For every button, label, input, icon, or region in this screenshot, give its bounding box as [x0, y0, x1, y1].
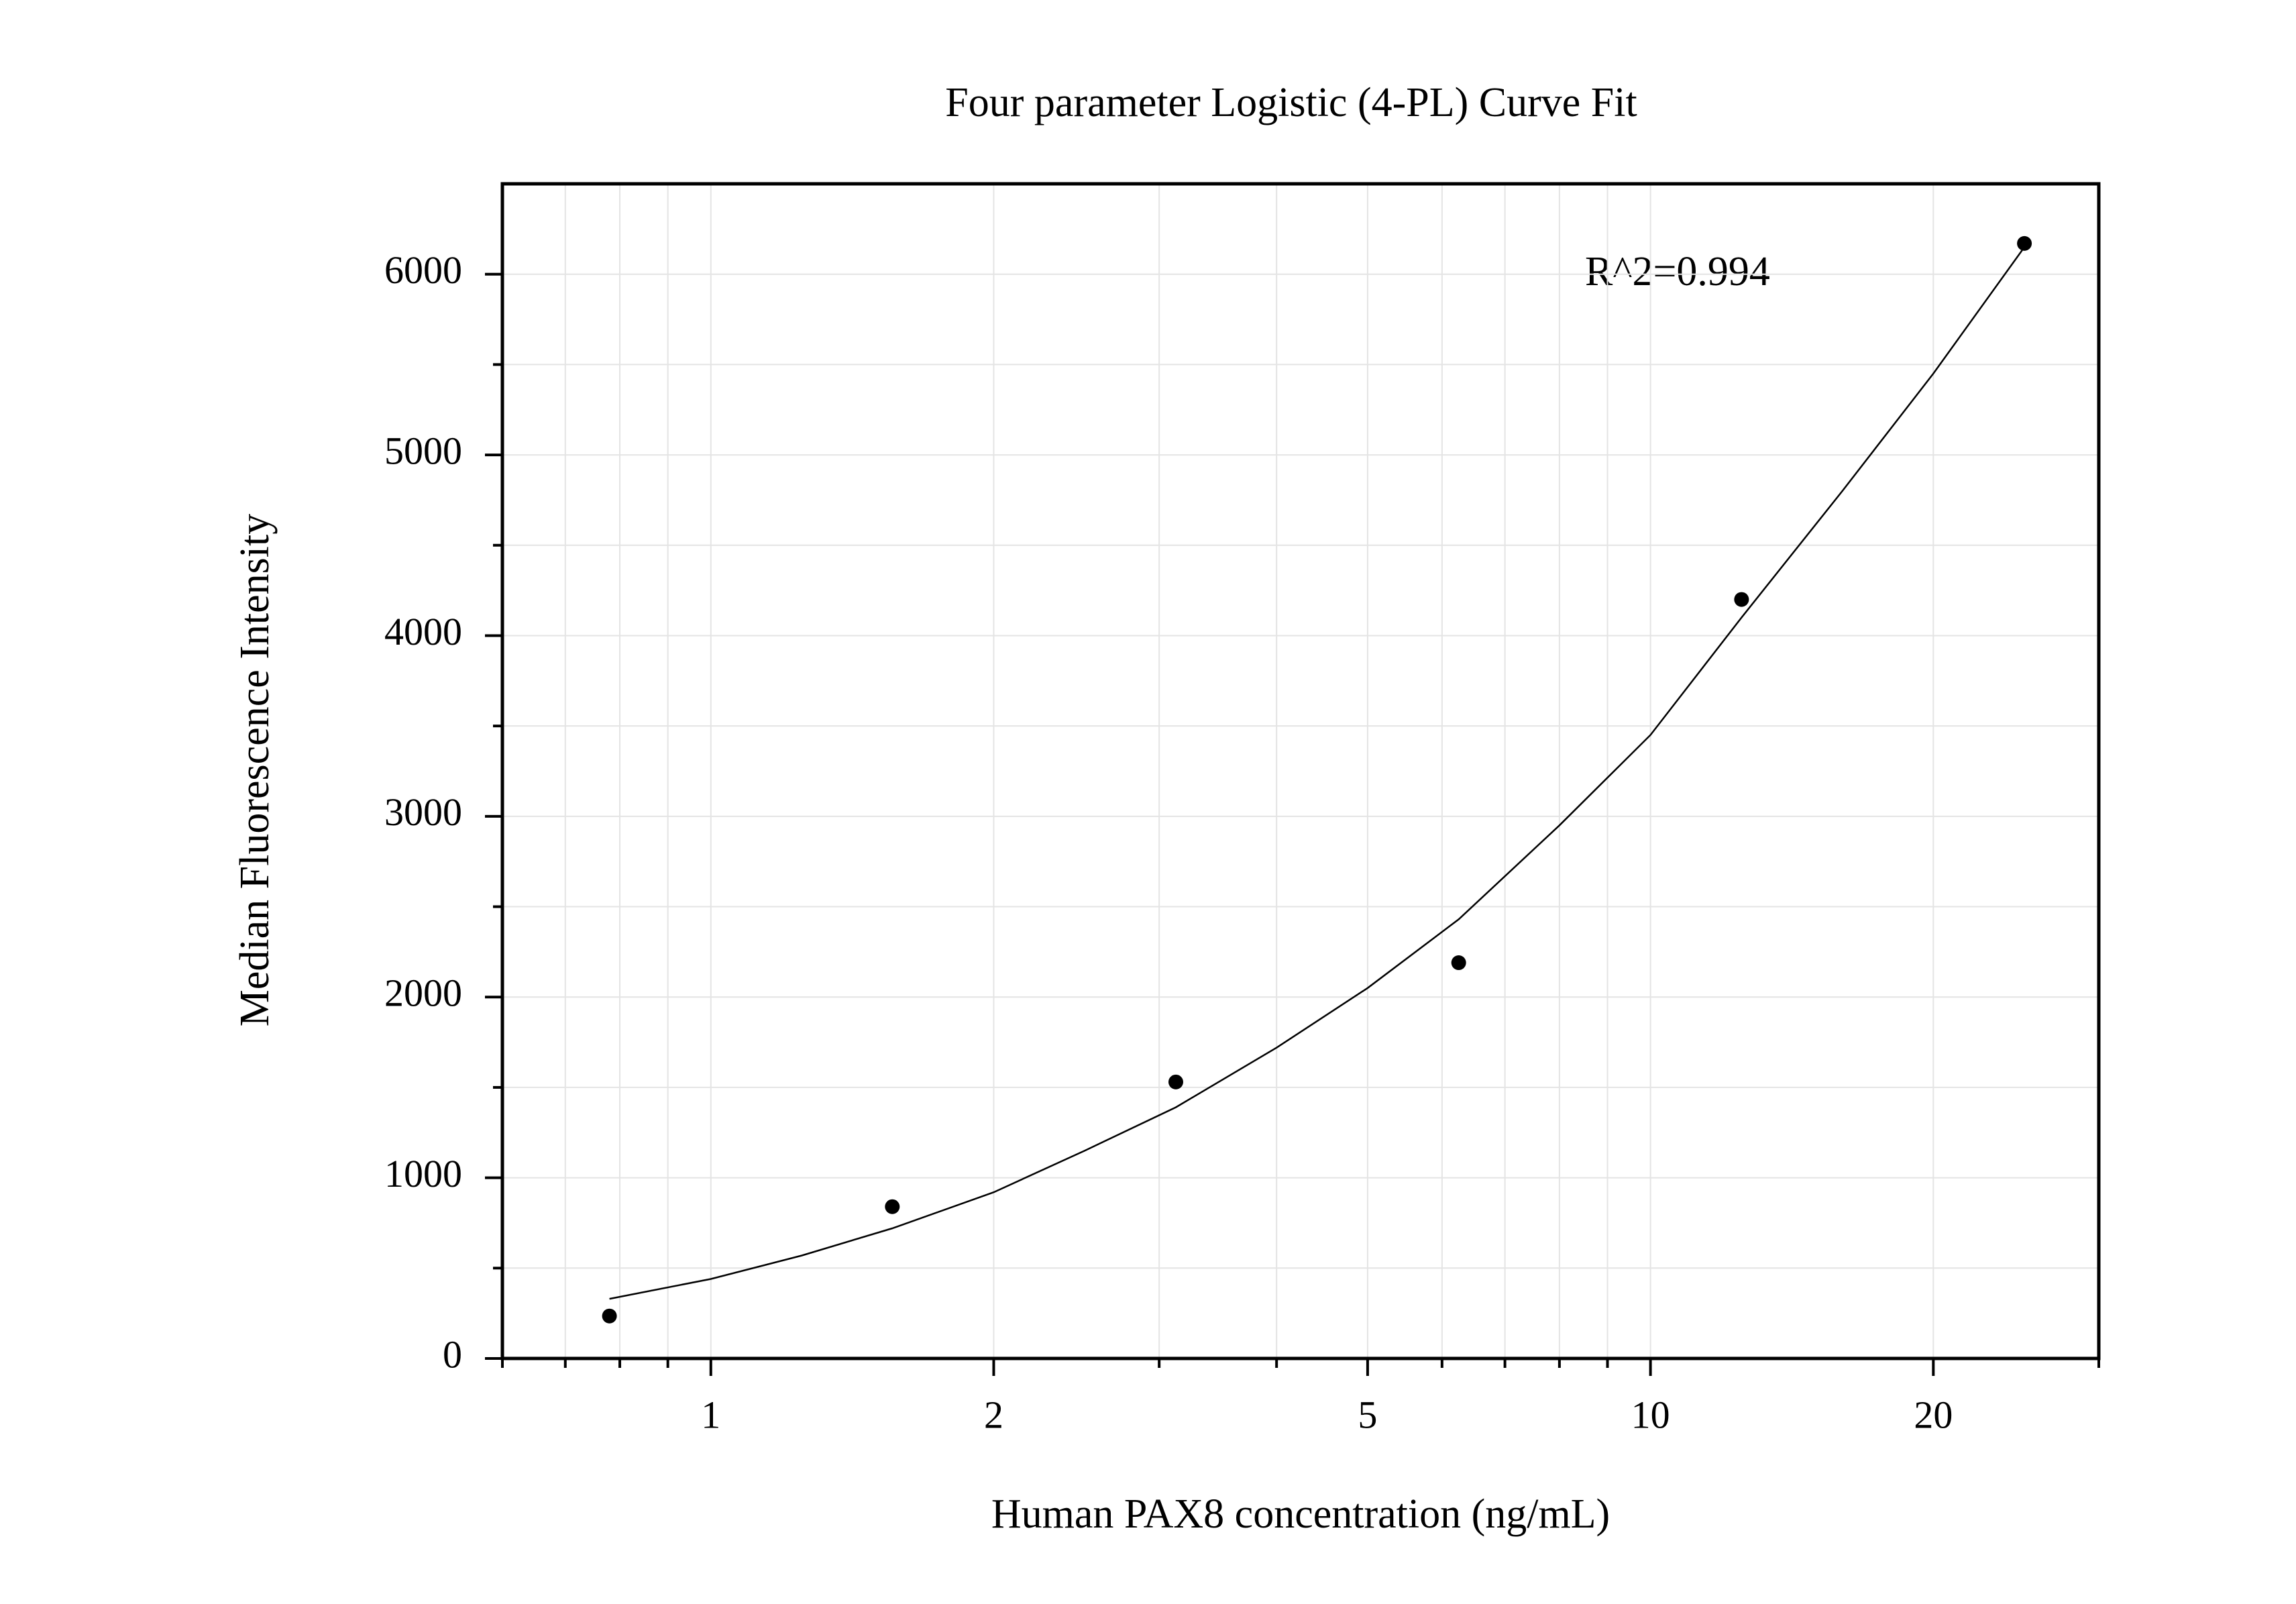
data-point	[1451, 955, 1466, 971]
y-tick-label: 3000	[384, 790, 462, 834]
plot-frame	[500, 182, 2101, 1360]
y-tick-label: 5000	[384, 429, 462, 472]
x-tick-label: 2	[984, 1393, 1003, 1436]
x-tick-label: 1	[701, 1393, 720, 1436]
x-tick-label: 5	[1358, 1393, 1377, 1436]
x-tick-label: 20	[1914, 1393, 1953, 1436]
y-tick-label: 1000	[384, 1152, 462, 1195]
data-point	[1168, 1074, 1183, 1089]
x-tick-label: 10	[1631, 1393, 1670, 1436]
y-axis-label: Median Fluorescence Intensity	[232, 514, 278, 1026]
data-point	[2017, 235, 2032, 251]
fit-curve	[609, 246, 2026, 1300]
y-tick-label: 6000	[384, 248, 462, 292]
data-point	[602, 1308, 617, 1324]
data-point	[1734, 592, 1749, 607]
y-tick-label: 0	[443, 1332, 462, 1376]
data-point	[885, 1199, 900, 1214]
y-tick-label: 2000	[384, 971, 462, 1015]
x-axis-label: Human PAX8 concentration (ng/mL)	[991, 1491, 1610, 1537]
annotation: R^2=0.994	[1585, 249, 1770, 295]
chart-title: Four parameter Logistic (4-PL) Curve Fit	[945, 80, 1637, 125]
y-tick-label: 4000	[384, 610, 462, 653]
